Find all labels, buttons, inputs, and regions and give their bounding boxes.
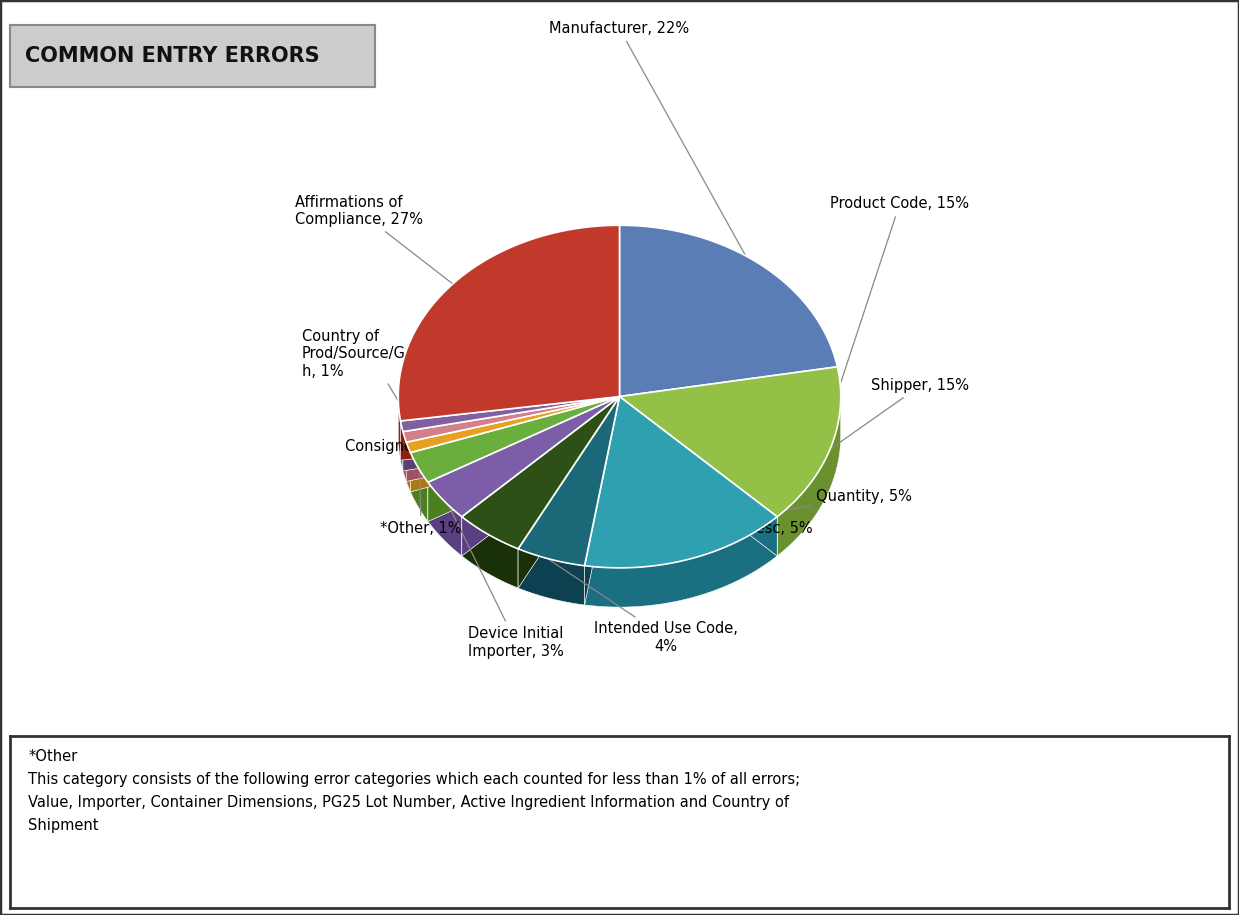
Text: *Other
This category consists of the following error categories which each count: *Other This category consists of the fol…: [28, 749, 800, 833]
Polygon shape: [400, 421, 403, 471]
Polygon shape: [398, 225, 620, 421]
Polygon shape: [585, 396, 620, 605]
Text: Product Code, 15%: Product Code, 15%: [821, 197, 969, 442]
Polygon shape: [406, 396, 620, 481]
Polygon shape: [427, 396, 620, 522]
Polygon shape: [462, 396, 620, 556]
Polygon shape: [427, 396, 620, 522]
Text: Intended Use Code,
4%: Intended Use Code, 4%: [455, 497, 738, 654]
Polygon shape: [403, 396, 620, 471]
Polygon shape: [406, 396, 620, 453]
Text: Country of
Prod/Source/Growt
h, 1%: Country of Prod/Source/Growt h, 1%: [302, 328, 439, 423]
Polygon shape: [403, 396, 620, 471]
Polygon shape: [777, 395, 841, 556]
Text: Shipper, 15%: Shipper, 15%: [688, 379, 969, 550]
Text: COMMON ENTRY ERRORS: COMMON ENTRY ERRORS: [25, 46, 320, 66]
Polygon shape: [410, 453, 427, 522]
Polygon shape: [462, 396, 620, 549]
Polygon shape: [518, 396, 620, 588]
Polygon shape: [585, 396, 620, 605]
Polygon shape: [406, 442, 410, 492]
Polygon shape: [410, 396, 620, 492]
Text: Quantity, 5%: Quantity, 5%: [556, 489, 912, 551]
Polygon shape: [518, 396, 620, 565]
Polygon shape: [585, 517, 777, 607]
Polygon shape: [398, 395, 400, 460]
Polygon shape: [620, 396, 777, 556]
Polygon shape: [620, 367, 841, 517]
Polygon shape: [427, 482, 462, 556]
Polygon shape: [585, 396, 777, 568]
Polygon shape: [406, 396, 620, 481]
Text: Corrected Desc, 5%: Corrected Desc, 5%: [498, 522, 813, 536]
Polygon shape: [518, 549, 585, 605]
Text: Device Initial
Importer, 3%: Device Initial Importer, 3%: [430, 467, 564, 659]
Polygon shape: [410, 396, 620, 492]
Polygon shape: [400, 396, 620, 460]
Polygon shape: [427, 396, 620, 517]
Polygon shape: [518, 396, 620, 588]
Text: *Other, 1%: *Other, 1%: [380, 447, 462, 536]
Polygon shape: [620, 225, 838, 396]
Polygon shape: [410, 396, 620, 482]
Polygon shape: [400, 396, 620, 432]
Polygon shape: [403, 396, 620, 442]
Text: Consignee, 1%: Consignee, 1%: [344, 435, 453, 454]
Polygon shape: [400, 396, 620, 460]
Polygon shape: [620, 396, 777, 556]
Polygon shape: [462, 517, 518, 588]
Polygon shape: [403, 432, 406, 481]
Polygon shape: [462, 396, 620, 556]
Text: Affirmations of
Compliance, 27%: Affirmations of Compliance, 27%: [295, 195, 458, 288]
Text: Manufacturer, 22%: Manufacturer, 22%: [549, 21, 753, 270]
